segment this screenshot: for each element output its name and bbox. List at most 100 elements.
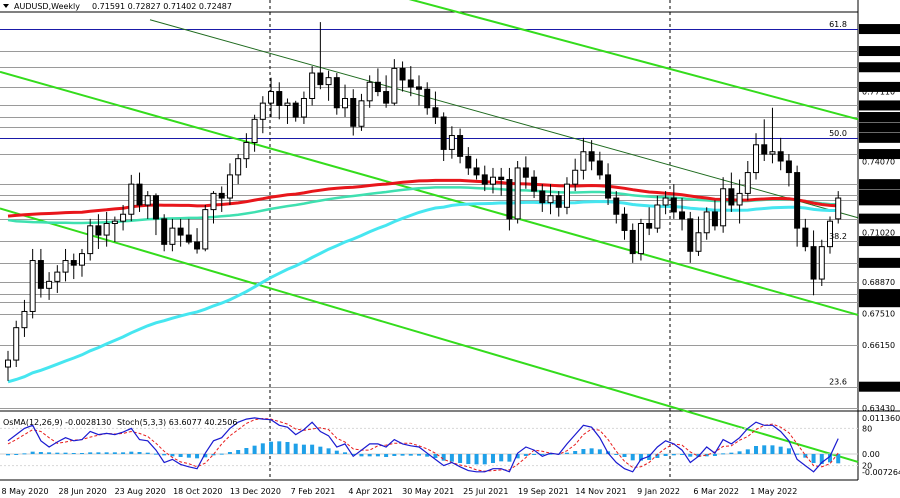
candle [383,75,390,108]
osma-bar [326,448,331,454]
candle [432,91,439,124]
candle [489,167,496,194]
price-axis: 0.788500.781500.773000.771100.765000.760… [859,24,900,413]
level-badge [859,122,900,133]
candle [292,100,299,122]
candle [481,165,488,192]
candle [531,170,538,199]
symbol-title: AUDUSD,Weekly [14,2,80,11]
candle [670,184,677,219]
candle [514,160,521,224]
time-tick: 7 Feb 2021 [291,487,336,496]
candle [358,93,365,131]
candle [13,320,20,368]
channel-line [0,70,859,316]
level-badge-text: 0.68000 [862,298,895,307]
osma-bar [343,452,348,454]
candle [720,177,727,233]
osma-bar [795,453,800,455]
candle [703,207,710,240]
candle [391,59,398,106]
osc-tick: 0.0113606 [862,414,900,423]
candle [268,77,275,118]
candle [210,191,217,224]
osma-bar [145,452,150,454]
fibo-label: 38.2 [829,232,847,241]
candle [185,218,192,245]
candle [465,147,472,175]
candle [753,133,760,180]
candle [70,253,77,280]
osma-bar [737,451,742,454]
candle [736,179,743,224]
level-badge-text: 0.74400 [862,150,895,159]
osma-bar [129,451,134,454]
candle [498,167,505,196]
candle [794,165,801,247]
level-badge [859,132,900,143]
candle [235,154,242,185]
candle [259,96,266,134]
osma-bar [408,454,413,456]
candle [194,228,201,254]
candle [744,160,751,201]
main-pane: 61.8 50.0 38.2 23.6 [0,0,900,481]
dropdown-arrow-icon[interactable] [3,4,9,8]
ohlc-values: 0.71591 0.72827 0.71402 0.72487 [92,2,232,11]
candle [777,137,784,171]
candle [218,186,225,212]
level-badge [859,46,900,57]
osma-bar [441,454,446,461]
level-badge-text: 0.75100 [862,134,895,143]
candle [448,126,455,159]
candle [300,91,307,124]
osma-label: OsMA(12,26,9) -0.0028130 [3,418,111,427]
time-tick: 23 Aug 2020 [115,487,166,496]
osma-bar [293,443,298,454]
osma-bar [112,452,117,454]
candle [802,218,809,252]
candle [120,204,127,231]
price-tick: 0.68870 [862,278,895,287]
stoch-signal-line [7,417,839,472]
stoch-main-line [7,417,839,473]
level-badge-text: 0.71610 [862,215,895,224]
candle [111,216,118,243]
stoch-label: Stoch(5,3,3) 63.6077 40.2506 [117,418,237,427]
osma-bar [548,453,553,455]
level-badge [859,24,900,35]
osma-bar [334,450,339,454]
candle [810,230,817,296]
osma-bar [178,454,183,457]
candle [342,84,349,118]
candle [276,82,283,120]
candle [226,163,233,205]
time-tick: 8 May 2020 [1,487,48,496]
osma-bar [532,454,537,455]
level-badge-text: 0.70640 [862,237,895,246]
candle [95,214,102,249]
osma-bar [762,445,767,454]
time-tick: 6 Mar 2022 [693,487,739,496]
osma-bar [482,454,487,465]
osma-bar [638,454,643,461]
candle [284,98,291,124]
osc-tick: 0.00 [862,450,880,459]
price-tick: 0.74070 [862,158,895,167]
candle [399,61,406,92]
osma-bar [236,450,241,454]
time-tick: 13 Dec 2020 [230,487,281,496]
osma-bar [688,454,693,457]
osma-bar [663,454,668,456]
candle [572,158,579,192]
osma-bar [573,451,578,454]
time-tick: 4 Apr 2021 [348,487,392,496]
osma-bar [490,454,495,463]
level-badge-text: 0.73100 [862,180,895,189]
osc-tick: 20 [862,462,872,471]
time-tick: 25 Jul 2021 [463,487,508,496]
osc-tick: -0.007264 [862,468,900,477]
osma-bar [721,453,726,455]
level-badge-text: 0.76500 [862,101,895,110]
